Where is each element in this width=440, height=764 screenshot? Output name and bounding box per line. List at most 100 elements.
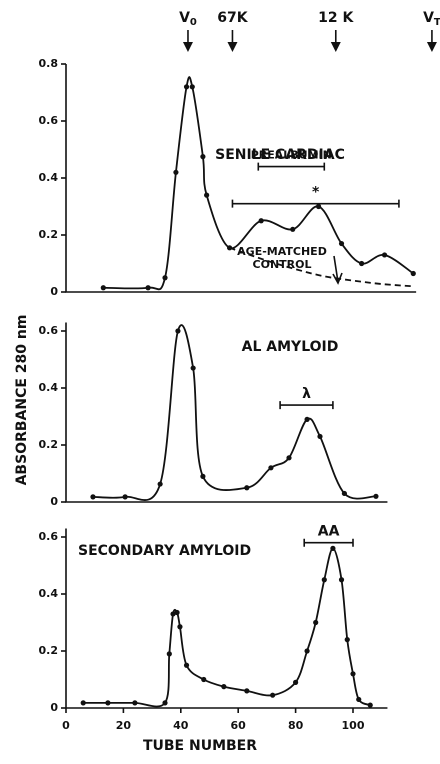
point: [166, 651, 172, 657]
marker-head: [426, 42, 437, 52]
point: [286, 455, 292, 461]
point: [290, 226, 296, 232]
point: [80, 700, 86, 706]
point: [174, 609, 180, 616]
point: [338, 577, 345, 583]
point: [145, 285, 151, 291]
point: [317, 433, 323, 440]
point: [200, 473, 206, 479]
x-tick-label: 0: [62, 719, 70, 732]
y-tick-label: 0: [50, 495, 58, 508]
point: [244, 688, 250, 694]
point: [350, 671, 356, 677]
point: [341, 490, 347, 497]
point: [175, 328, 181, 334]
marker-label: 12 K: [318, 10, 354, 26]
point: [170, 611, 176, 617]
y-tick-label: 0.2: [39, 438, 59, 451]
point: [381, 252, 388, 258]
marker-text: V: [179, 10, 190, 26]
x-tick-label: 20: [116, 719, 132, 732]
point: [315, 203, 322, 210]
marker-label: V0: [179, 10, 197, 28]
y-axis-label: ABSORBANCE 280 nm: [14, 315, 30, 486]
y-tick-label: 0.2: [39, 228, 59, 241]
point: [177, 624, 183, 630]
point: [200, 154, 206, 160]
marker-text: V: [423, 10, 434, 26]
point: [373, 493, 379, 499]
axis: [65, 322, 388, 503]
marker-label: 67K: [217, 10, 248, 26]
y-tick-label: 0.6: [39, 114, 59, 127]
curve: [83, 547, 371, 708]
point: [122, 494, 128, 500]
range-label: *: [312, 185, 320, 201]
marker-head: [182, 42, 193, 52]
x-tick-label: 100: [342, 719, 365, 732]
marker-sub: 0: [190, 17, 197, 28]
range-label: PREALBUMIN: [251, 149, 332, 162]
range-bar: [231, 199, 400, 208]
point: [190, 365, 196, 371]
panel-title: SECONDARY AMYLOID: [78, 543, 251, 559]
marker-label: VT: [423, 10, 440, 28]
y-tick-label: 0: [50, 285, 58, 298]
point: [304, 416, 310, 422]
y-tick-label: 0.6: [39, 324, 59, 337]
point: [162, 700, 168, 706]
x-axis-label: TUBE NUMBER: [143, 738, 257, 754]
marker-text: 67K: [217, 10, 248, 26]
x-tick-label: 80: [288, 719, 304, 732]
point: [183, 84, 190, 90]
panel-title: AL AMYLOID: [242, 339, 339, 355]
point: [132, 700, 138, 706]
point: [258, 218, 264, 224]
point: [105, 700, 111, 706]
point: [201, 676, 207, 683]
point: [344, 637, 350, 643]
point: [356, 696, 362, 703]
curve: [103, 76, 414, 291]
point: [270, 692, 276, 698]
point: [321, 577, 327, 583]
y-tick-label: 0.2: [39, 644, 59, 657]
marker-text: 12 K: [318, 10, 354, 26]
annotation: CONTROL: [253, 258, 312, 271]
point: [244, 485, 250, 491]
y-tick-label: 0.8: [39, 57, 59, 70]
point: [367, 702, 373, 708]
marker-head: [330, 42, 341, 52]
marker-sub: T: [434, 17, 440, 28]
range-bar: [303, 538, 354, 547]
point: [221, 684, 227, 690]
annotation: AGE-MATCHED: [237, 245, 327, 258]
y-tick-label: 0.6: [39, 530, 59, 543]
point: [268, 465, 274, 471]
point: [313, 619, 319, 626]
range-bar: [257, 162, 326, 171]
point: [304, 648, 310, 654]
x-tick-label: 40: [173, 719, 189, 732]
y-tick-label: 0.4: [39, 381, 59, 394]
point: [338, 240, 345, 247]
range-bar: [279, 401, 334, 410]
point: [157, 481, 163, 487]
y-tick-label: 0: [50, 701, 58, 714]
annotation-arrow: [332, 255, 343, 285]
point: [183, 662, 190, 668]
point: [100, 285, 106, 291]
panel-title: SENILE CARDIAC: [215, 147, 345, 163]
point: [410, 270, 416, 277]
point: [293, 679, 299, 685]
point: [162, 275, 168, 281]
point: [173, 169, 179, 175]
point: [359, 260, 365, 267]
y-tick-label: 0.4: [39, 587, 59, 600]
range-label: λ: [302, 386, 311, 402]
point: [90, 494, 96, 500]
range-label: AA: [318, 524, 340, 540]
point: [204, 192, 210, 198]
